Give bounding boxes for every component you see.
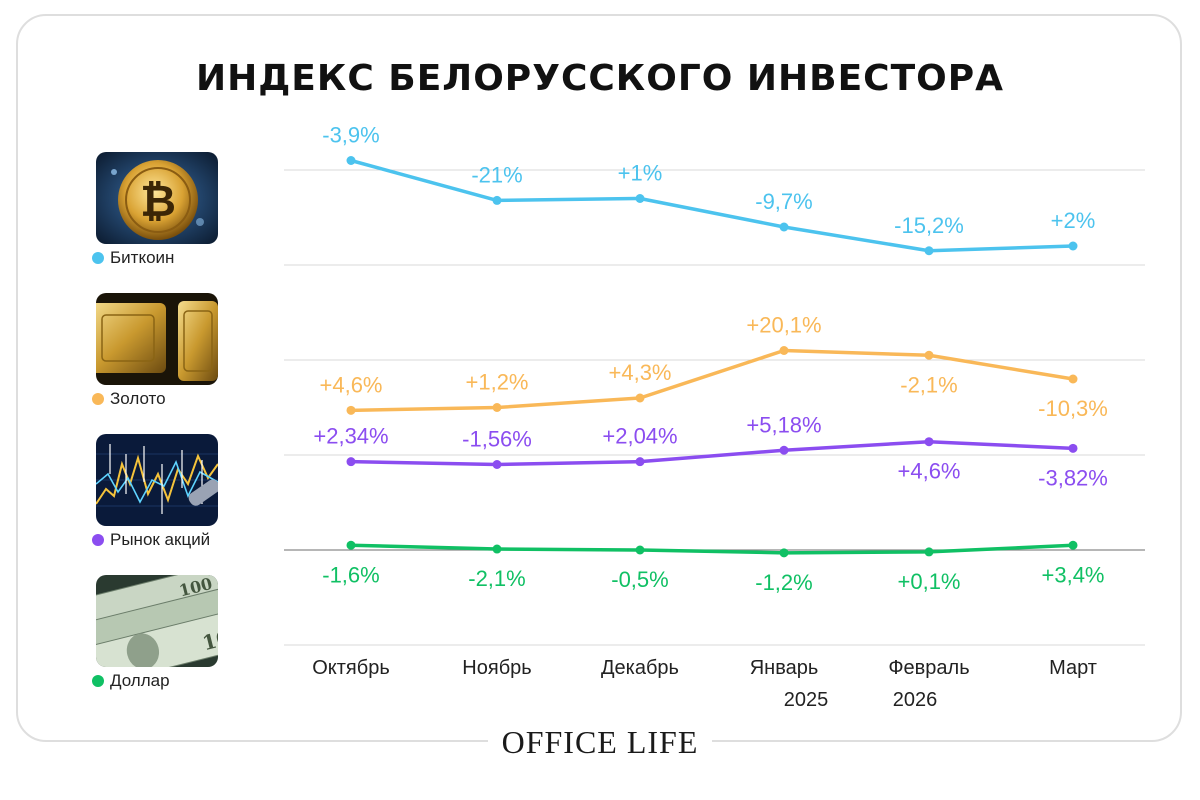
legend-dot-stocks [92,534,104,546]
series-line [350,348,1074,413]
data-label: -0,5% [611,567,668,592]
data-label: +5,18% [746,412,821,437]
stock-chart-icon [96,434,218,526]
data-point [779,445,789,455]
data-point [346,156,356,165]
data-label: +4,6% [320,372,383,397]
legend-dot-bitcoin [92,252,104,264]
data-label: -1,56% [462,427,532,452]
data-label: +20,1% [746,313,821,338]
x-tick-label: Февраль [888,657,969,679]
brand-logo: OFFICE LIFE [487,724,713,760]
data-label: +2,34% [313,424,388,449]
series-line [350,439,1074,467]
data-point [924,246,934,256]
year-label: 2026 [893,689,938,711]
data-point [779,548,789,558]
data-label: +0,1% [898,569,961,594]
legend-label-bitcoin: Биткоин [110,248,175,267]
data-label: +1% [618,161,663,186]
data-label: +1,2% [466,370,529,395]
data-point [635,457,645,467]
data-point [779,222,789,232]
data-point [346,540,356,550]
data-label: +3,4% [1042,562,1105,587]
data-point [924,437,934,447]
data-point [346,457,356,467]
legend-label-stocks: Рынок акций [110,530,211,549]
data-point [346,405,356,415]
x-tick-label: Ноябрь [462,657,531,679]
year-label: 2025 [784,689,829,711]
data-label: +2% [1051,208,1096,233]
data-point [924,547,934,557]
gold-bars-icon [96,293,218,385]
x-tick-label: Октябрь [312,657,390,679]
data-label: +4,6% [898,459,961,484]
legend-dot-gold [92,393,104,405]
series-line [350,543,1074,555]
svg-text:₿: ₿ [140,176,176,227]
data-point [492,544,502,554]
data-label: -3,82% [1038,465,1108,490]
data-label: -9,7% [755,189,812,214]
footer: OFFICE LIFE [0,724,1200,761]
legend-label-dollar: Доллар [110,671,170,690]
data-label: -3,9% [322,123,379,148]
x-tick-label: Январь [750,657,819,679]
data-point [1068,443,1078,453]
x-tick-label: Декабрь [601,657,679,679]
data-point [1068,374,1078,384]
data-label: -1,2% [755,570,812,595]
data-point [1068,540,1078,550]
data-point [779,346,789,355]
x-tick-label: Март [1049,657,1097,679]
data-point [635,194,645,203]
data-point [492,195,502,205]
data-point [635,545,645,555]
legend-label-gold: Золото [110,389,166,408]
data-point [635,393,645,403]
data-label: +4,3% [609,360,672,385]
data-label: -10,3% [1038,396,1108,421]
data-point [492,460,502,469]
data-point [924,350,934,360]
data-label: -1,6% [322,562,379,587]
data-point [492,403,502,412]
series-line [350,158,1074,253]
legend-dot-dollar [92,675,104,687]
dollar-bills-icon: 100 100 [96,575,218,667]
data-label: -21% [471,162,522,187]
page-title: ИНДЕКС БЕЛОРУССКОГО ИНВЕСТОРА [195,58,1005,99]
svg-text:100: 100 [200,622,218,655]
data-label: -2,1% [468,566,525,591]
data-label: -15,2% [894,213,964,238]
data-point [1068,241,1078,251]
bitcoin-icon: ₿ [96,152,218,244]
data-label: -2,1% [900,372,957,397]
data-label: +2,04% [602,424,677,449]
